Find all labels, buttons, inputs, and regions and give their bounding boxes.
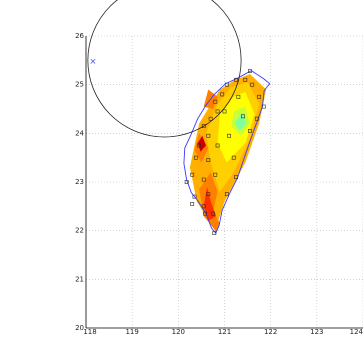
station-point: [236, 94, 241, 99]
station-point: [231, 155, 236, 160]
station-point: [224, 82, 229, 87]
station-point: [212, 231, 217, 236]
station-point: [208, 116, 213, 121]
y-tick-label: 24: [75, 129, 84, 137]
station-point: [215, 143, 220, 148]
station-point: [224, 192, 229, 197]
station-point: [211, 211, 215, 216]
x-tick-label: 122: [264, 328, 277, 336]
station-point: [257, 94, 262, 99]
station-point: [220, 92, 225, 97]
station-point: [193, 155, 198, 160]
station-point: [215, 109, 220, 114]
station-point: [206, 158, 211, 163]
station-point: [192, 194, 197, 199]
y-tick-label: 25: [75, 81, 84, 89]
coastline-outline: [183, 70, 271, 234]
y-tick-label: 23: [75, 178, 84, 186]
station-point: [184, 180, 189, 184]
x-tick-label: 121: [218, 328, 231, 336]
station-point: [203, 211, 208, 216]
station-point: [227, 133, 232, 138]
cross-marker-stroke-b: [90, 58, 96, 64]
contour-region-8: [197, 135, 206, 152]
station-point: [213, 99, 218, 104]
station-point: [222, 109, 227, 114]
x-tick-labels: 118 119 120 121 122 123 124: [83, 328, 363, 336]
station-markers: [184, 69, 266, 236]
cross-marker: [90, 58, 96, 64]
station-point: [243, 77, 248, 82]
station-point: [213, 172, 218, 177]
station-point: [261, 104, 266, 109]
station-point: [206, 192, 211, 197]
x-tick-label: 120: [172, 328, 185, 336]
y-tick-label: 20: [75, 324, 84, 332]
station-point: [247, 129, 252, 133]
station-point: [206, 133, 211, 138]
station-point: [201, 177, 206, 182]
station-point: [197, 143, 202, 148]
station-point: [201, 124, 206, 128]
contour-region-4: [234, 112, 247, 131]
station-point: [254, 116, 259, 121]
x-tick-label: 119: [125, 328, 138, 336]
y-tick-label: 21: [75, 275, 84, 283]
y-tick-labels: 20 21 22 23 24 25 26: [75, 32, 84, 332]
station-point: [201, 204, 206, 209]
x-tick-label: 124: [350, 328, 363, 336]
x-tick-label: 118: [83, 328, 96, 336]
station-point: [190, 202, 195, 206]
station-point: [241, 114, 245, 119]
station-point: [234, 77, 238, 82]
station-point: [247, 69, 252, 73]
y-tick-label: 26: [75, 32, 84, 40]
range-circle: [87, 0, 242, 138]
axes: [85, 36, 363, 329]
station-point: [250, 82, 255, 87]
y-tick-label: 22: [75, 227, 84, 235]
station-point: [234, 175, 238, 180]
x-tick-label: 123: [310, 328, 323, 336]
station-point: [190, 172, 195, 177]
